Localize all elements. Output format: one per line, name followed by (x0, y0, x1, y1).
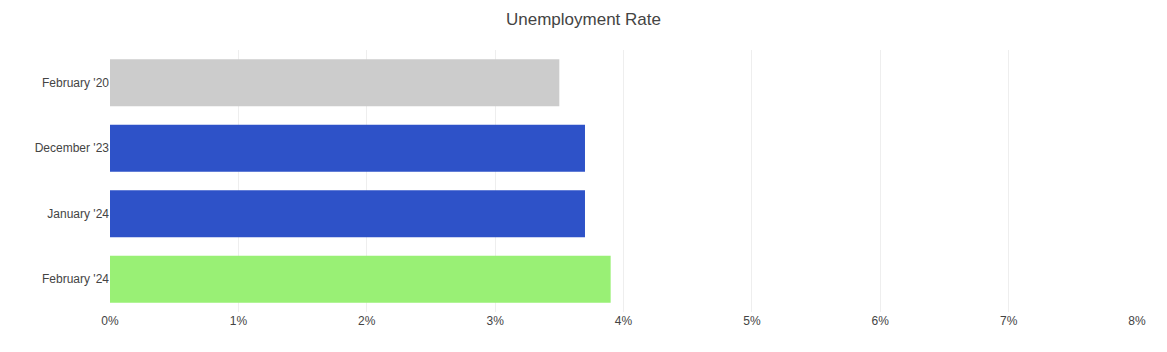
svg-text:8%: 8% (1128, 314, 1146, 328)
svg-text:February '24: February '24 (42, 272, 109, 286)
svg-text:0%: 0% (101, 314, 119, 328)
svg-text:7%: 7% (1000, 314, 1018, 328)
svg-text:6%: 6% (872, 314, 890, 328)
svg-text:February '20: February '20 (42, 76, 109, 90)
svg-text:5%: 5% (743, 314, 761, 328)
svg-text:Unemployment Rate: Unemployment Rate (506, 10, 661, 29)
svg-text:1%: 1% (230, 314, 248, 328)
svg-text:December '23: December '23 (35, 141, 110, 155)
svg-text:4%: 4% (615, 314, 633, 328)
svg-text:2%: 2% (358, 314, 376, 328)
svg-text:3%: 3% (486, 314, 504, 328)
svg-text:January '24: January '24 (47, 207, 109, 221)
